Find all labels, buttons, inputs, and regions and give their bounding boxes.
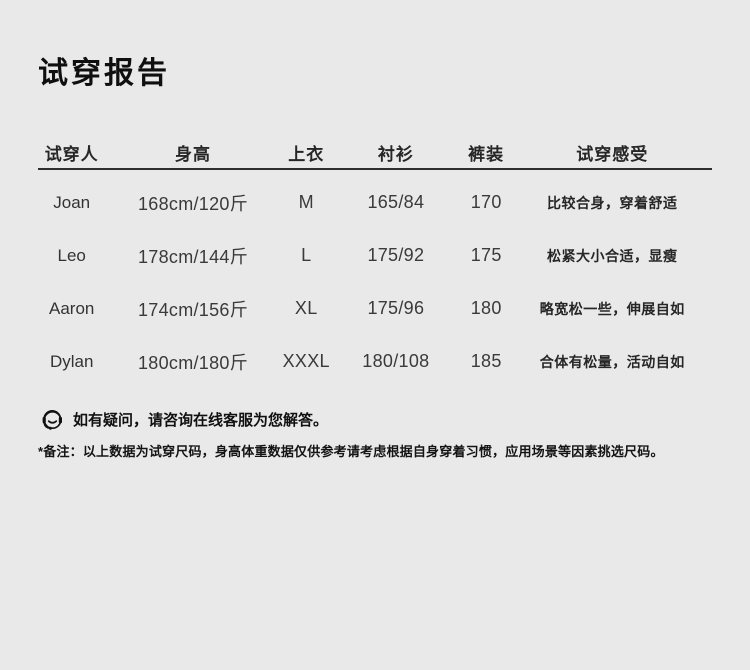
- table-row: Dylan 180cm/180斤 XXXL 180/108 185 合体有松量，…: [38, 335, 712, 388]
- try-on-report: 试穿报告 试穿人 身高 上衣 衬衫 裤装 试穿感受 Joan 168cm/120…: [38, 57, 712, 460]
- table-header-row: 试穿人 身高 上衣 衬衫 裤装 试穿感受: [38, 136, 712, 170]
- col-header-pants: 裤装: [468, 144, 505, 164]
- pants-size: 170: [470, 192, 502, 212]
- table-row: Joan 168cm/120斤 M 165/84 170 比较合身，穿着舒适: [38, 176, 712, 229]
- pants-size: 185: [470, 351, 502, 371]
- fit-feel: 合体有松量，活动自如: [539, 353, 685, 370]
- headset-icon: [38, 405, 66, 433]
- col-header-tester: 试穿人: [44, 144, 99, 164]
- col-header-top: 上衣: [288, 144, 325, 164]
- service-text: 如有疑问，请咨询在线客服为您解答。: [73, 411, 329, 429]
- tester-name: Leo: [57, 245, 86, 265]
- table-body: Joan 168cm/120斤 M 165/84 170 比较合身，穿着舒适 L…: [38, 170, 712, 388]
- pants-size: 175: [470, 245, 502, 265]
- top-size: L: [301, 245, 312, 265]
- top-size: XL: [294, 298, 318, 318]
- col-header-height: 身高: [175, 144, 211, 164]
- shirt-size: 175/96: [367, 298, 425, 318]
- fit-feel: 比较合身，穿着舒适: [546, 194, 678, 211]
- tester-height: 168cm/120斤: [137, 193, 249, 214]
- top-size: XXXL: [282, 351, 330, 371]
- table-row: Leo 178cm/144斤 L 175/92 175 松紧大小合适，显瘦: [38, 229, 712, 282]
- table-row: Aaron 174cm/156斤 XL 175/96 180 略宽松一些，伸展自…: [38, 282, 712, 335]
- tester-height: 180cm/180斤: [137, 352, 249, 373]
- tester-height: 174cm/156斤: [137, 299, 249, 320]
- fitting-table: 试穿人 身高 上衣 衬衫 裤装 试穿感受 Joan 168cm/120斤 M 1…: [38, 136, 712, 388]
- fit-feel: 松紧大小合适，显瘦: [546, 247, 678, 264]
- pants-size: 180: [470, 298, 502, 318]
- shirt-size: 180/108: [362, 351, 430, 371]
- col-header-feel: 试穿感受: [576, 144, 649, 164]
- page-title: 试穿报告: [38, 57, 170, 90]
- remark-note: *备注：以上数据为试穿尺码，身高体重数据仅供参考请考虑根据自身穿着习惯，应用场景…: [38, 444, 664, 459]
- top-size: M: [298, 192, 314, 212]
- shirt-size: 165/84: [367, 192, 425, 212]
- tester-name: Aaron: [49, 298, 95, 318]
- tester-name: Dylan: [49, 351, 94, 371]
- shirt-size: 175/92: [367, 245, 425, 265]
- customer-service-note: 如有疑问，请咨询在线客服为您解答。: [38, 405, 712, 433]
- tester-height: 178cm/144斤: [137, 246, 249, 267]
- col-header-shirt: 衬衫: [377, 144, 414, 164]
- fit-feel: 略宽松一些，伸展自如: [539, 300, 685, 317]
- tester-name: Joan: [53, 192, 91, 212]
